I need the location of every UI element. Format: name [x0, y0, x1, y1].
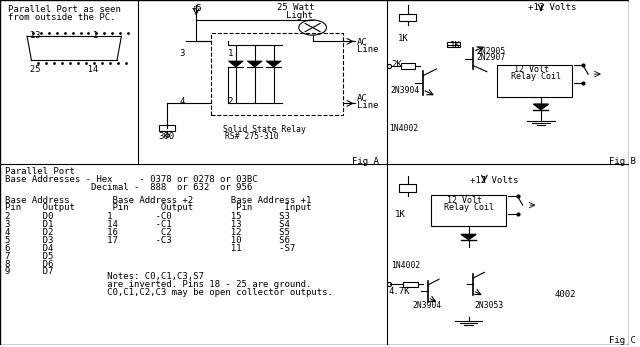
- Text: AC: AC: [357, 94, 368, 103]
- Text: 2N3904: 2N3904: [390, 86, 419, 95]
- Text: +12 Volts: +12 Volts: [470, 176, 519, 185]
- Text: 2N3053: 2N3053: [474, 301, 504, 310]
- Text: 3: 3: [179, 49, 184, 58]
- Text: Line: Line: [357, 101, 379, 110]
- Text: 25         14: 25 14: [30, 65, 99, 74]
- Text: 3      D1          14       -C1           13       S4: 3 D1 14 -C1 13 S4: [5, 220, 290, 229]
- Text: Decimal -  888  or 632  or 956: Decimal - 888 or 632 or 956: [5, 183, 252, 192]
- Text: RS# 275-310: RS# 275-310: [225, 132, 279, 141]
- Text: Parallel Port as seen: Parallel Port as seen: [8, 5, 120, 14]
- Text: 7      D5: 7 D5: [5, 252, 279, 261]
- Polygon shape: [461, 234, 476, 239]
- Polygon shape: [247, 61, 262, 67]
- Text: 12 Volt: 12 Volt: [447, 196, 481, 205]
- Text: Notes: C0,C1,C3,S7: Notes: C0,C1,C3,S7: [5, 272, 204, 281]
- Text: 12 Volt: 12 Volt: [514, 66, 549, 75]
- Text: 1K: 1K: [450, 41, 461, 50]
- Text: Solid State Relay: Solid State Relay: [223, 125, 306, 134]
- Text: Line: Line: [357, 45, 379, 54]
- Bar: [403, 282, 419, 287]
- Text: Fig A: Fig A: [352, 157, 379, 166]
- Text: Light: Light: [286, 11, 313, 20]
- Polygon shape: [533, 104, 548, 110]
- Text: from outside the PC.: from outside the PC.: [8, 13, 115, 22]
- Bar: [399, 14, 416, 22]
- Text: +5: +5: [192, 4, 203, 13]
- Text: 2      D0          1        -C0           15       S3: 2 D0 1 -C0 15 S3: [5, 212, 290, 221]
- Bar: [159, 125, 175, 131]
- Text: +12 Volts: +12 Volts: [529, 3, 577, 12]
- Polygon shape: [228, 61, 243, 67]
- Text: 2N2905: 2N2905: [477, 46, 506, 56]
- Bar: [401, 64, 415, 69]
- Text: are inverted. Pins 18 - 25 are ground.: are inverted. Pins 18 - 25 are ground.: [5, 280, 312, 289]
- Text: 2: 2: [228, 97, 233, 106]
- Text: Pin    Output       Pin      Output        Pin      Input: Pin Output Pin Output Pin Input: [5, 203, 312, 212]
- Text: 9      D7: 9 D7: [5, 268, 279, 277]
- Text: 6      D4                                 11       -S7: 6 D4 11 -S7: [5, 244, 295, 253]
- Text: 2K: 2K: [391, 60, 402, 69]
- Bar: [447, 42, 460, 47]
- Text: 4      D2          16        C2           12       S5: 4 D2 16 C2 12 S5: [5, 228, 290, 237]
- Bar: [399, 184, 416, 192]
- Text: 4.7K: 4.7K: [388, 287, 410, 296]
- Text: 5      D3          17       -C3           10       S6: 5 D3 17 -C3 10 S6: [5, 236, 290, 245]
- Text: 13          1: 13 1: [30, 31, 99, 40]
- Text: Parallel Port: Parallel Port: [5, 167, 75, 176]
- Text: 300: 300: [159, 132, 175, 141]
- Text: 1: 1: [228, 49, 233, 58]
- Text: 1K: 1K: [397, 34, 408, 43]
- Text: AC: AC: [357, 38, 368, 47]
- Text: 25 Watt: 25 Watt: [276, 3, 314, 12]
- Text: 4002: 4002: [555, 289, 576, 298]
- Text: Relay Coil: Relay Coil: [511, 72, 561, 81]
- Text: 2N3904: 2N3904: [412, 301, 441, 310]
- Text: C0,C1,C2,C3 may be open collector outputs.: C0,C1,C2,C3 may be open collector output…: [5, 288, 333, 297]
- Text: Base Address        Base Address +2       Base Address +1: Base Address Base Address +2 Base Addres…: [5, 196, 312, 205]
- Text: 4: 4: [179, 97, 184, 106]
- Text: Fig C: Fig C: [609, 336, 636, 345]
- Text: 1N4002: 1N4002: [390, 261, 420, 270]
- Text: Fig B: Fig B: [609, 157, 636, 166]
- Text: Relay Coil: Relay Coil: [444, 203, 494, 212]
- Bar: [211, 33, 343, 116]
- Bar: [497, 66, 572, 96]
- Text: Base Addresses - Hex     - 0378 or 0278 or 03BC: Base Addresses - Hex - 0378 or 0278 or 0…: [5, 175, 258, 184]
- Text: 1K: 1K: [394, 210, 405, 219]
- Polygon shape: [266, 61, 281, 67]
- Text: 1N4002: 1N4002: [388, 124, 418, 133]
- Text: 2N2907: 2N2907: [477, 53, 506, 62]
- Text: 8      D6: 8 D6: [5, 260, 279, 269]
- Bar: [431, 195, 506, 226]
